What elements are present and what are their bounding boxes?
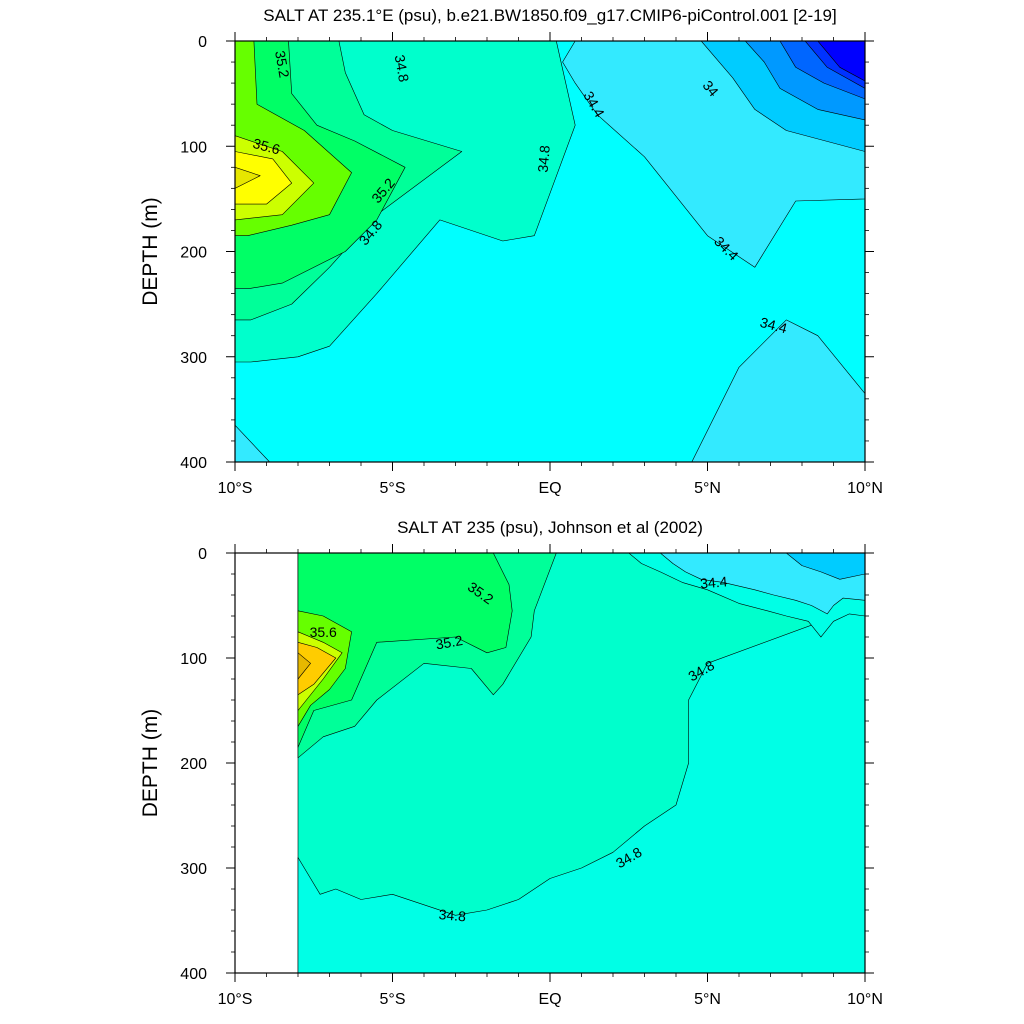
y-tick-label: 100 xyxy=(180,651,207,668)
y-axis-label: DEPTH (m) xyxy=(139,197,162,306)
x-tick-label: 5°N xyxy=(694,991,721,1008)
contour-region-3 xyxy=(681,319,865,462)
contour-label: 35.6 xyxy=(251,135,282,158)
x-tick-label: EQ xyxy=(538,480,561,497)
contour-region-10 xyxy=(297,641,337,696)
y-tick-label: 300 xyxy=(180,350,207,367)
contour-region-11 xyxy=(297,652,311,680)
x-tick-label: 5°S xyxy=(380,480,406,497)
contour-label: 34.8 xyxy=(535,144,553,173)
x-tick-label: 10°S xyxy=(218,480,253,497)
x-tick-label: EQ xyxy=(538,991,561,1008)
chart-panel-1: 10°S 5°S EQ 5°N 10°N 0 100 200 300 400 35.2 34.8 34.… xyxy=(139,6,883,497)
y-tick-label: 0 xyxy=(198,546,207,563)
contour-region-15 xyxy=(235,151,293,205)
chart-title: SALT AT 235.1°E (psu), b.e21.BW1850.f09_… xyxy=(263,6,836,25)
y-axis-label: DEPTH (m) xyxy=(139,709,162,818)
contour-label: 34.8 xyxy=(438,906,467,924)
contour-region-7 xyxy=(297,553,513,748)
contour-label: 35.2 xyxy=(434,632,464,653)
y-tick-label: 300 xyxy=(180,861,207,878)
contour-fill-layer xyxy=(235,41,865,462)
x-tick-label: 10°N xyxy=(847,480,883,497)
x-tick-label: 10°N xyxy=(847,991,883,1008)
contour-region-9 xyxy=(817,41,865,82)
y-tick-label: 200 xyxy=(180,756,207,773)
contour-region-16 xyxy=(235,167,261,189)
y-tick-label: 200 xyxy=(180,245,207,262)
contour-label: 34.8 xyxy=(392,54,413,84)
y-tick-label: 0 xyxy=(198,34,207,51)
x-tick-label: 10°S xyxy=(218,991,253,1008)
chart-panel-2: 10°S 5°S EQ 5°N 10°N 0 100 200 300 400 35.2 34.4 35.… xyxy=(139,518,883,1008)
contour-region-2 xyxy=(235,424,270,462)
y-tick-label: 400 xyxy=(180,455,207,472)
x-tick-label: 5°S xyxy=(380,991,406,1008)
chart-title: SALT AT 235 (psu), Johnson et al (2002) xyxy=(397,518,703,537)
contour-label: 35.2 xyxy=(272,49,293,79)
x-tick-label: 5°N xyxy=(694,480,721,497)
y-tick-label: 100 xyxy=(180,139,207,156)
contour-label: 34.4 xyxy=(758,314,789,337)
y-tick-label: 400 xyxy=(180,966,207,983)
contour-label: 35.6 xyxy=(310,624,337,640)
contour-region-5 xyxy=(785,553,865,580)
contour-label: 34.4 xyxy=(700,573,729,591)
contour-fill-layer xyxy=(297,553,865,973)
